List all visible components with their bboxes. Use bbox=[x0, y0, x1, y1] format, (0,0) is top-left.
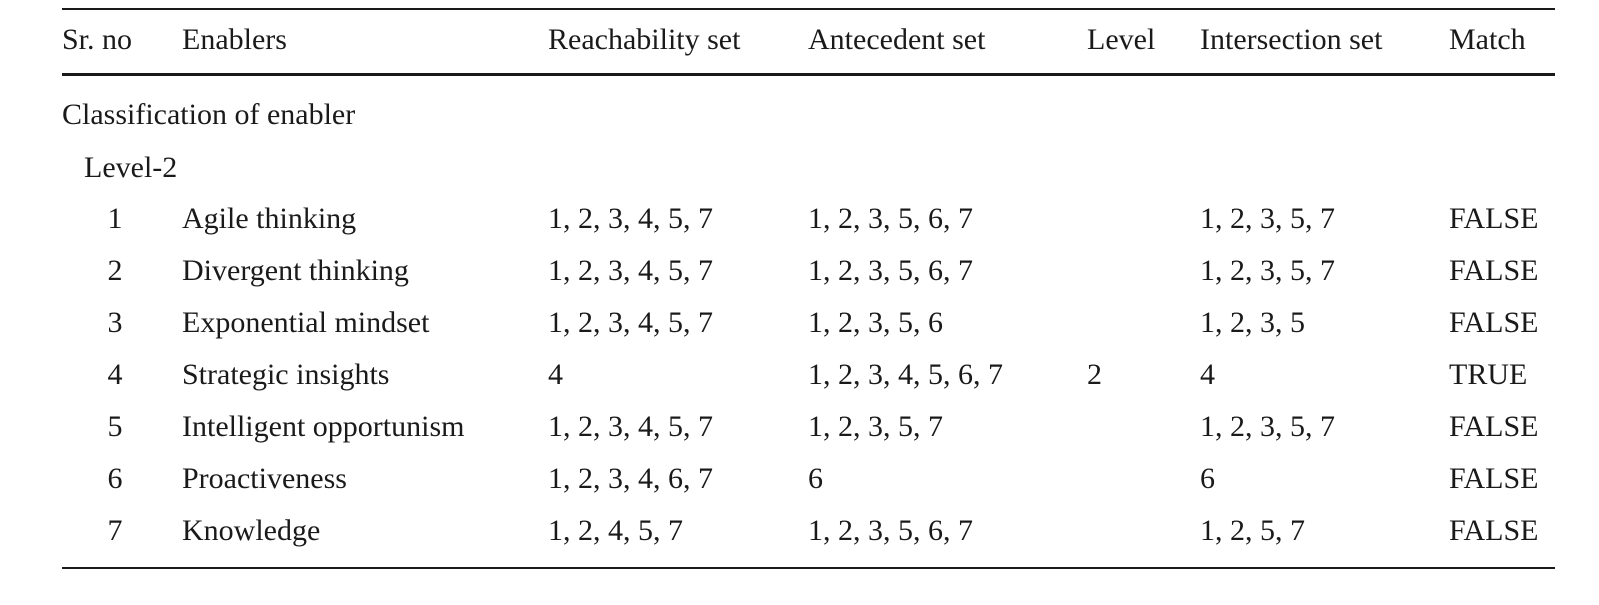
cell: 1, 2, 5, 7 bbox=[1200, 514, 1305, 547]
cell: FALSE bbox=[1449, 202, 1539, 235]
bottom-rule bbox=[62, 567, 1555, 569]
column-header: Enablers bbox=[182, 23, 287, 56]
cell: Exponential mindset bbox=[182, 306, 430, 339]
cell: 6 bbox=[1200, 462, 1215, 495]
cell: FALSE bbox=[1449, 410, 1539, 443]
cell: 1, 2, 3, 4, 6, 7 bbox=[548, 462, 713, 495]
cell: 1, 2, 3, 5, 6 bbox=[808, 306, 943, 339]
cell: 1, 2, 3, 5, 7 bbox=[1200, 410, 1335, 443]
cell: 1, 2, 3, 4, 5, 7 bbox=[548, 254, 713, 287]
column-header: Sr. no bbox=[62, 23, 133, 56]
cell: 1, 2, 3, 4, 5, 6, 7 bbox=[808, 358, 1003, 391]
cell: 7 bbox=[107, 514, 123, 547]
cell: 1, 2, 3, 5, 7 bbox=[1200, 254, 1335, 287]
cell: 4 bbox=[548, 358, 563, 391]
cell: 3 bbox=[107, 306, 123, 339]
header-rule bbox=[62, 73, 1555, 76]
cell: 1, 2, 3, 5, 6, 7 bbox=[808, 254, 973, 287]
cell: FALSE bbox=[1449, 306, 1539, 339]
cell: FALSE bbox=[1449, 462, 1539, 495]
cell: 1, 2, 3, 4, 5, 7 bbox=[548, 306, 713, 339]
column-header: Match bbox=[1449, 23, 1526, 56]
cell: FALSE bbox=[1449, 254, 1539, 287]
cell: 1, 2, 3, 5 bbox=[1200, 306, 1305, 339]
cell: Proactiveness bbox=[182, 462, 347, 495]
cell: 1, 2, 3, 5, 6, 7 bbox=[808, 202, 973, 235]
cell: 1, 2, 4, 5, 7 bbox=[548, 514, 683, 547]
cell: Divergent thinking bbox=[182, 254, 409, 287]
cell: FALSE bbox=[1449, 514, 1539, 547]
cell: 6 bbox=[107, 462, 123, 495]
cell: 1 bbox=[107, 202, 123, 235]
cell: Knowledge bbox=[182, 514, 321, 547]
cell: 4 bbox=[1200, 358, 1215, 391]
section-label: Classification of enabler bbox=[62, 98, 356, 131]
cell: 1, 2, 3, 4, 5, 7 bbox=[548, 410, 713, 443]
subsection-label: Level-2 bbox=[84, 151, 178, 184]
column-header: Level bbox=[1087, 23, 1156, 56]
cell: Intelligent opportunism bbox=[182, 410, 465, 443]
cell: Strategic insights bbox=[182, 358, 390, 391]
column-header: Antecedent set bbox=[808, 23, 986, 56]
cell: 6 bbox=[808, 462, 823, 495]
cell: 1, 2, 3, 5, 6, 7 bbox=[808, 514, 973, 547]
cell: Agile thinking bbox=[182, 202, 357, 235]
cell: 1, 2, 3, 5, 7 bbox=[808, 410, 943, 443]
cell: 1, 2, 3, 4, 5, 7 bbox=[548, 202, 713, 235]
top-rule bbox=[62, 8, 1555, 10]
column-header: Intersection set bbox=[1200, 23, 1383, 56]
cell: 5 bbox=[107, 410, 123, 443]
cell: TRUE bbox=[1449, 358, 1528, 391]
cell: 2 bbox=[1087, 358, 1102, 391]
cell: 4 bbox=[107, 358, 123, 391]
cell: 1, 2, 3, 5, 7 bbox=[1200, 202, 1335, 235]
column-header: Reachability set bbox=[548, 23, 741, 56]
cell: 2 bbox=[107, 254, 123, 287]
